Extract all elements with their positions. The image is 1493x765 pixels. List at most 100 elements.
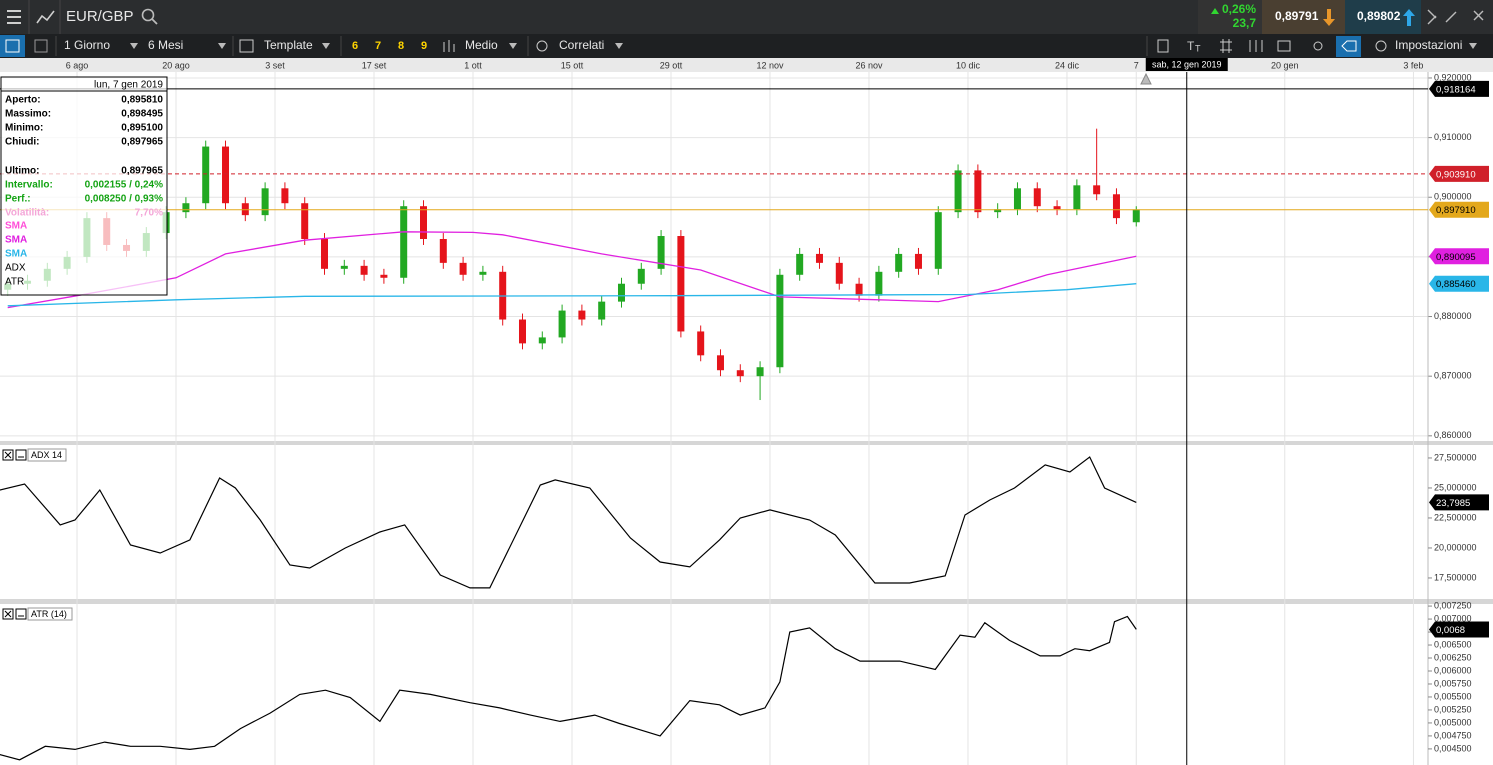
related[interactable]: Correlati xyxy=(559,38,604,52)
y-tick-label: 0,006500 xyxy=(1434,639,1472,649)
info-label: Perf.: xyxy=(5,194,31,205)
candle-body xyxy=(934,212,942,269)
y-tick-label: 0,900000 xyxy=(1434,192,1472,202)
x-tick-label: 12 nov xyxy=(756,60,784,70)
info-date: lun, 7 gen 2019 xyxy=(94,80,163,91)
candle-body xyxy=(756,367,764,377)
settings[interactable]: Impostazioni xyxy=(1395,38,1462,52)
value-label-box xyxy=(1429,165,1489,182)
value-label-box xyxy=(1429,80,1489,97)
candle-body xyxy=(835,262,843,284)
candle-body xyxy=(439,239,447,263)
range[interactable]: 6 Mesi xyxy=(148,38,183,52)
info-value: 0,002155 / 0,24% xyxy=(85,180,164,191)
preset[interactable]: 9 xyxy=(421,40,427,52)
info-label: Intervallo: xyxy=(5,180,53,191)
dropdown-arrows[interactable] xyxy=(130,43,1477,49)
value-label-box xyxy=(1429,275,1489,292)
style[interactable]: Medio xyxy=(465,38,498,52)
x-tick-label: 29 ott xyxy=(660,60,683,70)
x-tick-label: 3 feb xyxy=(1403,60,1423,70)
close-icon xyxy=(4,610,12,618)
last-candle-marker xyxy=(1140,72,1152,85)
candle-body xyxy=(617,283,625,302)
y-tick-label: 0,005000 xyxy=(1434,717,1472,727)
candle-body xyxy=(241,203,249,216)
candle-body xyxy=(558,310,566,338)
value-label: 23,7985 xyxy=(1436,498,1470,509)
layout-icon[interactable] xyxy=(34,39,48,53)
y-tick-label: 0,004750 xyxy=(1434,730,1472,740)
info-value: 0,895810 xyxy=(121,95,163,106)
legend-entry: ADX xyxy=(5,263,26,274)
panel-separator xyxy=(0,599,1493,604)
sell-box[interactable] xyxy=(1262,0,1345,34)
candle-body xyxy=(1112,194,1120,219)
search-icon[interactable] xyxy=(141,8,155,22)
value-label: 0,903910 xyxy=(1436,169,1476,180)
value-label-box xyxy=(1429,201,1489,218)
y-tick-label: 27,500000 xyxy=(1434,452,1477,462)
info-value: 0,898495 xyxy=(121,109,163,120)
buy-arrow xyxy=(1403,9,1415,26)
symbol[interactable]: EUR/GBP xyxy=(66,8,134,25)
x-tick-label: 10 dic xyxy=(956,60,981,70)
info-label: Volatilità: xyxy=(5,208,49,219)
candle-body xyxy=(736,370,744,377)
preset[interactable]: 8 xyxy=(398,40,404,52)
y-tick-label: 0,910000 xyxy=(1434,132,1472,142)
x-tick-label: 20 ago xyxy=(162,60,190,70)
minimize-button[interactable] xyxy=(15,449,27,461)
interval[interactable]: 1 Giorno xyxy=(64,38,110,52)
info-value: 0,897965 xyxy=(121,137,163,148)
template[interactable]: Template xyxy=(264,38,313,52)
candle-body xyxy=(1013,188,1021,210)
preset[interactable]: 6 xyxy=(352,40,358,52)
candle-body xyxy=(1093,185,1101,195)
change-box xyxy=(1198,0,1262,34)
sma-line xyxy=(7,231,1137,309)
x-tick-label: 17 set xyxy=(362,60,387,70)
info-value: 0,897965 xyxy=(121,166,163,177)
sma-line xyxy=(7,283,1137,307)
x-tick-label: 1 ott xyxy=(464,60,482,70)
candle-body xyxy=(1053,206,1061,210)
candle-body xyxy=(954,170,962,213)
window-icons[interactable] xyxy=(1427,9,1484,25)
value-label: 0,0068 xyxy=(1436,625,1465,636)
info-panel xyxy=(0,76,168,296)
chart-icon[interactable] xyxy=(36,10,55,24)
panel-label-box xyxy=(27,607,73,621)
search-icon[interactable] xyxy=(151,18,158,25)
list-button[interactable] xyxy=(0,35,25,57)
panel-label: ADX 14 xyxy=(31,450,62,460)
candle-body xyxy=(419,206,427,240)
preset[interactable]: 7 xyxy=(375,40,381,52)
up-arrow xyxy=(1211,8,1219,14)
info-label: Chiudi: xyxy=(5,137,39,148)
info-value: 0,008250 / 0,93% xyxy=(85,194,164,205)
indicator-line xyxy=(0,456,1137,589)
menu-icon[interactable] xyxy=(7,10,21,24)
candle-body xyxy=(301,203,309,240)
minimize-button[interactable] xyxy=(15,608,27,620)
cursor-label-box xyxy=(1145,58,1228,71)
value-label: 0,890095 xyxy=(1436,252,1476,263)
list-icon xyxy=(5,39,20,53)
candle-body xyxy=(479,271,487,275)
candle-body xyxy=(1073,185,1081,210)
candle-body xyxy=(598,301,606,320)
value-label-box xyxy=(1429,621,1489,638)
y-tick-label: 0,007000 xyxy=(1434,613,1472,623)
sell-price[interactable]: 0,89791 xyxy=(1275,9,1319,23)
info-label: Aperto: xyxy=(5,95,41,106)
candle-body xyxy=(776,274,784,368)
value-label: 0,897910 xyxy=(1436,205,1476,216)
x-tick-label: 20 gen xyxy=(1271,60,1299,70)
candle-body xyxy=(974,170,982,213)
info-label: Ultimo: xyxy=(5,166,39,177)
buy-price[interactable]: 0,89802 xyxy=(1357,9,1401,23)
y-tick-label: 0,006250 xyxy=(1434,652,1472,662)
